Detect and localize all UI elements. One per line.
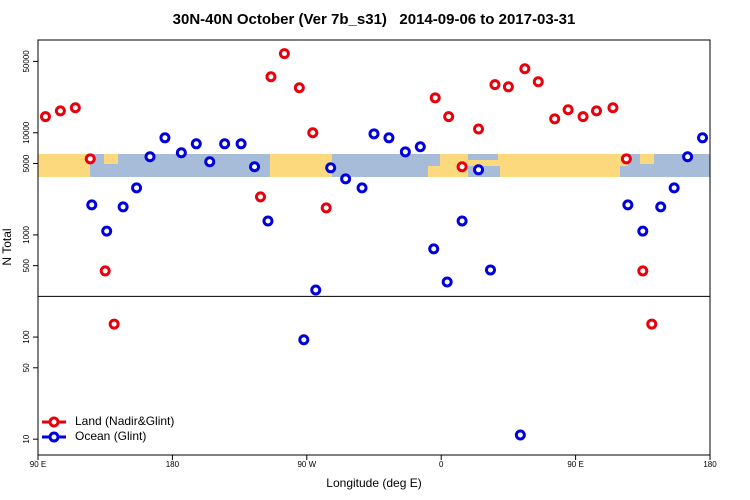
plot-frame: [37, 39, 711, 456]
point: [255, 191, 267, 203]
point: [39, 111, 51, 123]
y-axis-label: N Total: [0, 228, 14, 265]
x-tick-label: 90 W: [297, 460, 316, 469]
point: [637, 265, 649, 277]
point: [99, 265, 111, 277]
point: [414, 141, 426, 153]
point: [473, 164, 485, 176]
point: [293, 82, 305, 94]
point: [607, 102, 619, 114]
y-tick-label: 5000: [22, 154, 31, 172]
y-tick-label: 1000: [22, 225, 31, 243]
point: [144, 151, 156, 163]
point: [682, 151, 694, 163]
point: [84, 153, 96, 165]
point: [108, 318, 120, 330]
point: [443, 111, 455, 123]
point: [668, 182, 680, 194]
point: [368, 128, 380, 140]
point: [697, 132, 709, 144]
point: [646, 318, 658, 330]
y-tick-label: 10: [22, 434, 31, 443]
y-tick-label: 10000: [22, 121, 31, 144]
y-tick-label: 500: [22, 258, 31, 272]
point: [131, 182, 143, 194]
x-tick-label: 90 E: [30, 460, 46, 469]
point: [235, 138, 247, 150]
y-tick-label: 50: [22, 363, 31, 372]
point: [549, 113, 561, 125]
point: [356, 182, 368, 194]
point: [298, 334, 310, 346]
point: [320, 202, 332, 214]
x-axis-label: Longitude (deg E): [326, 476, 421, 490]
legend-marker: [48, 416, 60, 428]
point: [204, 156, 216, 168]
point: [54, 105, 66, 117]
x-tick-label: 0: [439, 460, 444, 469]
point: [307, 127, 319, 139]
point: [562, 104, 574, 116]
point: [456, 215, 468, 227]
point: [159, 132, 171, 144]
point: [428, 243, 440, 255]
point: [190, 138, 202, 150]
point: [262, 215, 274, 227]
point: [325, 162, 337, 174]
point: [69, 102, 81, 114]
point: [591, 105, 603, 117]
map-strip: [38, 154, 710, 177]
point: [620, 153, 632, 165]
y-tick-label: 100: [22, 330, 31, 344]
point: [383, 132, 395, 144]
legend-marker: [48, 431, 60, 443]
point: [340, 173, 352, 185]
point: [219, 138, 231, 150]
point: [489, 79, 501, 91]
point: [622, 199, 634, 211]
point: [655, 201, 667, 213]
point: [86, 199, 98, 211]
point: [637, 225, 649, 237]
point: [249, 161, 261, 173]
legend-label: Land (Nadir&Glint): [75, 414, 174, 428]
point: [519, 63, 531, 75]
point: [265, 71, 277, 83]
point: [456, 161, 468, 173]
point: [514, 429, 526, 441]
point: [532, 76, 544, 88]
point: [399, 146, 411, 158]
point: [101, 225, 113, 237]
x-tick-label: 90 E: [567, 460, 583, 469]
point: [175, 147, 187, 159]
point: [441, 276, 453, 288]
x-tick-label: 180: [703, 460, 717, 469]
x-tick-label: 180: [166, 460, 180, 469]
point: [484, 264, 496, 276]
point: [577, 111, 589, 123]
chart-title: 30N-40N October (Ver 7b_s31) 2014-09-06 …: [173, 11, 576, 28]
point: [429, 92, 441, 104]
point: [310, 284, 322, 296]
point: [473, 123, 485, 135]
y-tick-label: 50000: [22, 50, 31, 73]
point: [502, 81, 514, 93]
legend-label: Ocean (Glint): [75, 429, 146, 443]
point: [278, 48, 290, 60]
point: [117, 201, 129, 213]
